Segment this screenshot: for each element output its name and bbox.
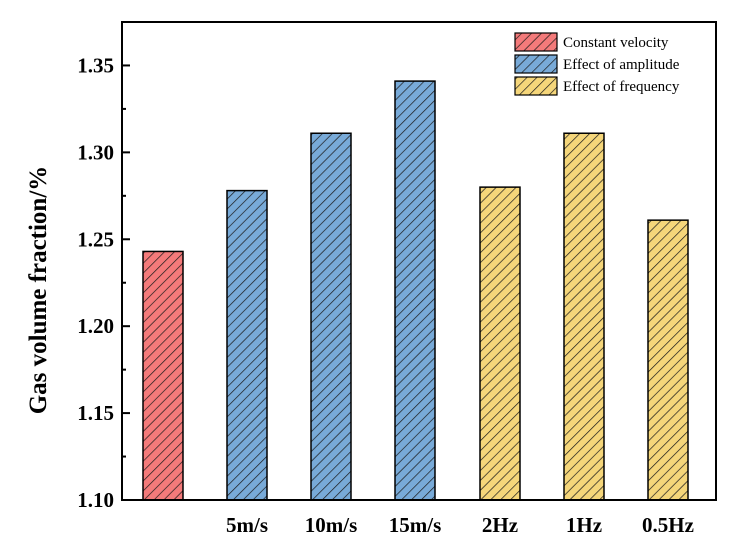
y-axis-title: Gas volume fraction/%: [25, 166, 52, 415]
legend-entry: Constant velocity: [514, 32, 669, 52]
y-tick-label: 1.10: [77, 488, 114, 512]
legend-swatch-hatch: [514, 32, 558, 52]
legend-entry: Effect of frequency: [514, 76, 680, 96]
y-tick-label: 1.35: [77, 53, 114, 77]
legend: Constant velocity Effect of amplitude Effe…: [514, 32, 680, 96]
bar: [310, 132, 352, 501]
y-tick-label: 1.20: [77, 314, 114, 338]
bar-hatch: [226, 189, 268, 501]
bar: [142, 250, 184, 501]
bar: [226, 189, 268, 501]
bar-hatch: [479, 186, 521, 501]
y-tick-label: 1.30: [77, 140, 114, 164]
bar-hatch: [310, 132, 352, 501]
bar: [479, 186, 521, 501]
bar: [647, 219, 689, 501]
x-tick-label: 2Hz: [482, 513, 518, 537]
bars-layer: [142, 80, 689, 501]
x-tick-labels: 5m/s 10m/s 15m/s 2Hz 1Hz 0.5Hz: [226, 513, 694, 537]
x-tick-label: 0.5Hz: [642, 513, 694, 537]
bar-hatch: [647, 219, 689, 501]
bar: [563, 132, 605, 501]
y-ticks: 1.10 1.15 1.20 1.25 1.30 1.35: [77, 53, 130, 512]
legend-label: Constant velocity: [563, 35, 669, 51]
y-tick-label: 1.15: [77, 401, 114, 425]
legend-entry: Effect of amplitude: [514, 54, 680, 74]
legend-swatch-hatch: [514, 54, 558, 74]
plot-frame: [121, 21, 717, 501]
x-tick-label: 10m/s: [305, 513, 358, 537]
legend-label: Effect of amplitude: [563, 57, 680, 73]
legend-label: Effect of frequency: [563, 79, 680, 95]
bar-hatch: [563, 132, 605, 501]
bar-hatch: [142, 250, 184, 501]
bar: [394, 80, 436, 501]
x-tick-label: 5m/s: [226, 513, 268, 537]
y-tick-label: 1.25: [77, 227, 114, 251]
x-tick-label: 1Hz: [566, 513, 602, 537]
axes-layer: [121, 21, 717, 501]
x-tick-label: 15m/s: [389, 513, 442, 537]
bar-hatch: [394, 80, 436, 501]
legend-swatch-hatch: [514, 76, 558, 96]
